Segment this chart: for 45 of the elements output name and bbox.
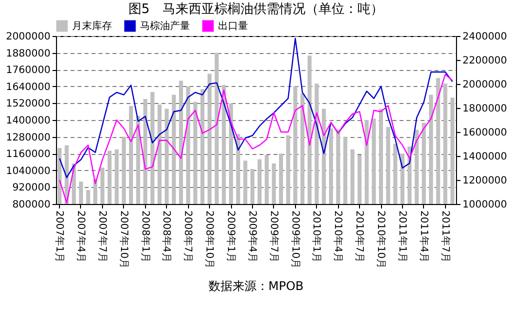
y-tick-label: 1880000 [6,48,50,60]
y-tick-label: 1280000 [6,132,50,144]
y2-tick-label: 1600000 [462,128,508,138]
x-tick-label: 2007年4月 [75,210,87,262]
y2-tick-label: 1200000 [462,176,508,186]
x-tick-label: 2009年10月 [289,210,302,269]
x-tick-label: 2010年7月 [354,210,366,262]
x-tick-label: 2011年1月 [396,210,408,262]
x-tick-label: 2009年4月 [246,210,258,262]
x-tick-label: 2010年4月 [332,210,344,262]
y-tick-label: 2000000 [6,32,50,42]
y-tick-label: 1640000 [6,82,50,93]
chart-title: 图5 马来西亚棕榈油供需情况（单位：吨） [128,2,384,17]
y2-tick-label: 2000000 [462,80,508,90]
legend-label: 月末库存 [72,20,112,32]
y2-tick-label: 1000000 [462,200,508,210]
x-tick-label: 2010年10月 [375,210,387,269]
x-tick-label: 2011年4月 [418,210,430,262]
y2-tick-label: 2200000 [462,56,508,66]
x-tick-label: 2008年10月 [204,210,216,269]
x-tick-label: 2007年10月 [118,210,130,269]
x-tick-label: 2008年7月 [182,210,194,262]
x-tick-label: 2009年1月 [225,210,237,262]
legend-label: 马棕油产量 [140,20,190,32]
y-tick-label: 1520000 [6,98,50,110]
legend-label: 出口量 [218,20,248,32]
x-tick-label: 2010年1月 [310,210,323,262]
x-tick-label: 2008年1月 [139,210,152,262]
x-tick-label: 2009年7月 [268,210,280,262]
line-series [58,38,454,178]
source-note: 数据来源：MPOB [208,279,304,293]
y2-tick-label: 2400000 [462,32,508,42]
line-series [58,74,454,204]
y-tick-label: 920000 [12,182,50,194]
x-tick-label: 2011年7月 [439,210,452,262]
x-tick-label: 2007年7月 [96,210,108,262]
y-tick-label: 1040000 [6,166,50,177]
y2-tick-label: 1800000 [462,104,508,114]
y-tick-label: 1160000 [6,149,50,160]
x-tick-label: 2007年1月 [54,210,66,262]
x-tick-label: 2008年4月 [160,210,173,262]
y2-tick-label: 1400000 [462,152,508,162]
y-tick-label: 1400000 [6,116,50,126]
y-tick-label: 1760000 [6,65,50,76]
y-tick-label: 800000 [12,200,50,210]
